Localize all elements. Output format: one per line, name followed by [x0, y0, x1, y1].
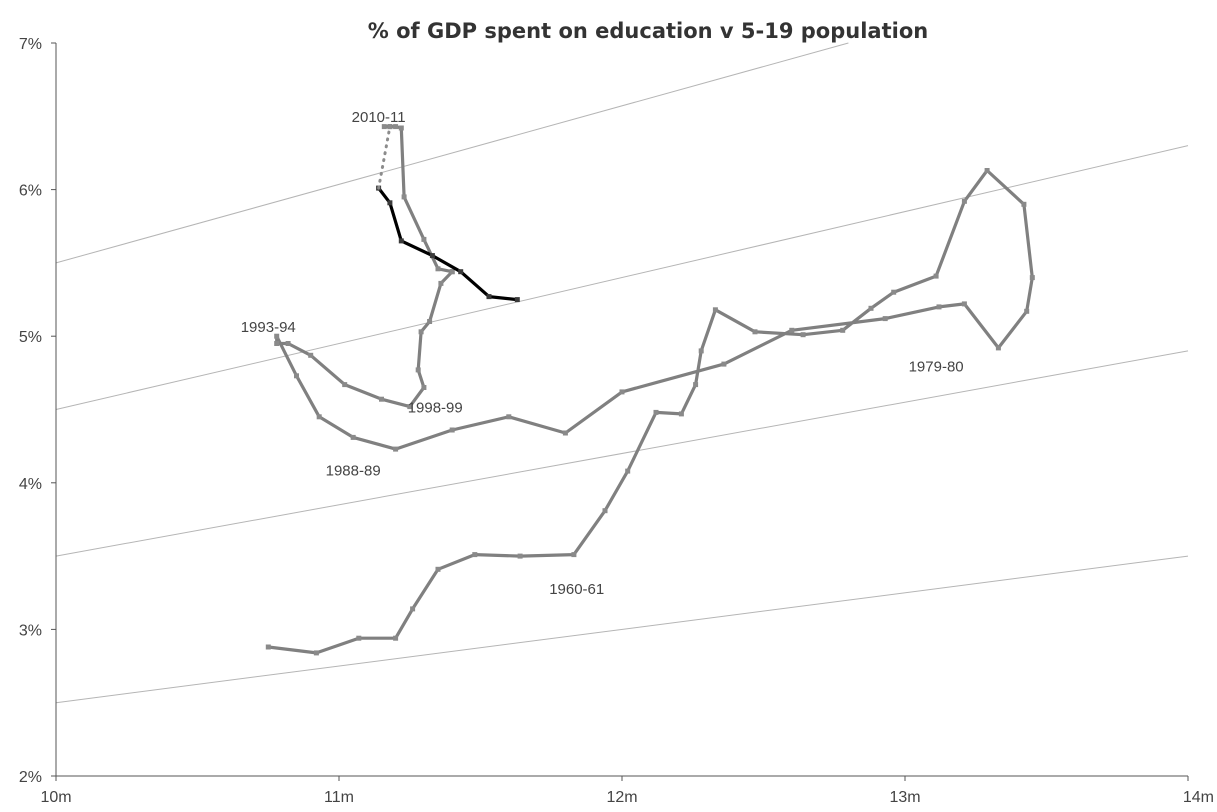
- x-tick-label-1: 11m: [324, 789, 354, 806]
- data-point-grey-22: [961, 198, 967, 204]
- data-point-grey-26: [1024, 308, 1030, 314]
- data-point-grey-44: [308, 352, 314, 358]
- data-point-grey-27: [995, 345, 1001, 351]
- data-point-grey-18: [840, 327, 846, 333]
- y-tick-label-1: 3%: [19, 622, 42, 639]
- data-point-grey-17: [800, 332, 806, 338]
- data-point-grey-2: [356, 635, 362, 641]
- data-point-grey-42: [274, 341, 280, 346]
- x-tick-label-2: 12m: [606, 789, 637, 806]
- reference-lines: [55, 42, 1189, 704]
- data-point-grey-20: [891, 289, 897, 295]
- data-point-grey-15: [712, 307, 718, 313]
- data-point-grey-25: [1029, 275, 1035, 281]
- series-line-grey: [266, 124, 1034, 655]
- data-point-grey-30: [882, 316, 888, 322]
- data-point-grey-6: [472, 552, 478, 558]
- data-point-grey-9: [602, 508, 608, 514]
- data-point-black-1: [486, 294, 492, 300]
- data-point-grey-59: [393, 124, 399, 130]
- annotation-0: 2010-11: [352, 109, 406, 126]
- data-point-black-3: [429, 253, 435, 259]
- data-point-grey-61: [387, 124, 393, 130]
- annotation-2: 1998-99: [408, 399, 463, 416]
- data-point-black-2: [458, 269, 464, 275]
- y-tick-label-2: 4%: [19, 476, 42, 493]
- series-line-dotted: [377, 125, 392, 190]
- data-point-grey-55: [435, 266, 441, 272]
- data-point-grey-14: [698, 348, 704, 354]
- data-point-black-4: [398, 238, 404, 244]
- data-point-grey-35: [506, 414, 512, 420]
- data-point-grey-4: [410, 606, 416, 612]
- reference-line-2: [55, 145, 1189, 410]
- y-tick-label-5: 7%: [19, 36, 42, 53]
- data-point-grey-49: [415, 367, 421, 373]
- data-point-grey-38: [350, 434, 356, 440]
- data-point-grey-41: [274, 333, 280, 339]
- data-point-grey-5: [435, 566, 441, 572]
- data-point-grey-24: [1021, 201, 1027, 207]
- data-point-grey-34: [562, 430, 568, 436]
- data-point-grey-10: [625, 468, 631, 474]
- data-point-grey-31: [789, 327, 795, 333]
- data-point-grey-57: [401, 194, 407, 200]
- y-tick-label-4: 6%: [19, 183, 42, 200]
- data-point-grey-58: [398, 125, 404, 131]
- annotation-5: 1979-80: [909, 358, 964, 375]
- x-tick-label-0: 10m: [40, 789, 71, 806]
- data-point-grey-45: [342, 382, 348, 388]
- data-point-grey-1: [313, 650, 319, 656]
- data-point-grey-13: [693, 382, 699, 388]
- annotation-4: 1960-61: [549, 581, 604, 598]
- data-point-grey-0: [265, 644, 271, 650]
- axes: 2% 3% 4% 5% 6% 7% 10m 11m 12m 13m 14m: [19, 36, 1214, 806]
- data-point-grey-11: [653, 409, 659, 415]
- data-point-grey-37: [393, 446, 399, 452]
- data-point-grey-12: [678, 411, 684, 417]
- y-tick-label-0: 2%: [19, 769, 42, 786]
- reference-line-3: [55, 42, 849, 264]
- data-point-grey-48: [421, 385, 427, 390]
- data-point-grey-19: [868, 305, 874, 311]
- y-tick-label-3: 5%: [19, 329, 42, 346]
- x-tick-label-3: 13m: [889, 789, 920, 806]
- data-point-grey-52: [438, 280, 444, 286]
- data-point-grey-28: [961, 301, 967, 307]
- data-point-grey-39: [316, 414, 322, 420]
- data-point-grey-36: [449, 427, 455, 433]
- data-point-grey-47: [407, 404, 413, 410]
- data-point-grey-62: [381, 124, 387, 130]
- data-point-grey-8: [571, 552, 577, 558]
- data-point-black-5: [387, 200, 393, 206]
- annotation-1: 1993-94: [241, 319, 296, 336]
- data-point-grey-54: [449, 269, 455, 275]
- data-point-black-0: [514, 297, 520, 303]
- annotation-3: 1988-89: [326, 462, 381, 479]
- x-tick-label-4: 14m: [1183, 789, 1214, 806]
- data-point-grey-51: [427, 319, 433, 324]
- data-point-grey-32: [721, 361, 727, 367]
- data-point-grey-7: [517, 553, 523, 559]
- data-point-grey-56: [421, 236, 427, 242]
- data-point-grey-16: [752, 329, 758, 335]
- series-layer: [265, 124, 1035, 656]
- series-line-black: [377, 186, 519, 302]
- data-point-grey-3: [393, 635, 399, 641]
- data-point-grey-50: [418, 329, 424, 335]
- data-point-grey-23: [984, 168, 990, 173]
- chart-title: % of GDP spent on education v 5-19 popul…: [368, 19, 928, 43]
- reference-line-0: [55, 555, 1189, 704]
- data-point-grey-33: [619, 389, 625, 395]
- data-point-grey-29: [936, 304, 942, 310]
- annotations: 2010-11 1993-94 1998-99 1988-89 1960-61 1979-…: [241, 109, 964, 598]
- data-point-grey-21: [933, 273, 939, 279]
- data-point-grey-40: [294, 373, 299, 379]
- data-point-grey-43: [285, 341, 291, 346]
- data-point-grey-46: [379, 396, 384, 402]
- reference-line-1: [55, 350, 1189, 557]
